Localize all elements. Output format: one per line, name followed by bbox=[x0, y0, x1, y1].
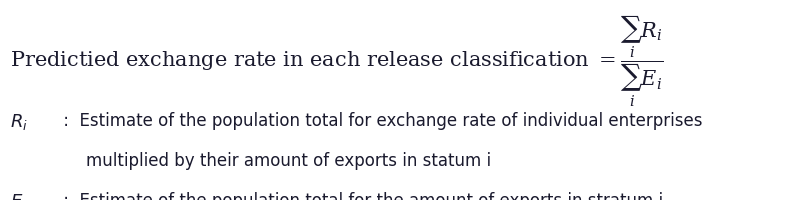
Text: $R_i$: $R_i$ bbox=[10, 112, 28, 132]
Text: multiplied by their amount of exports in statum i: multiplied by their amount of exports in… bbox=[86, 152, 491, 170]
Text: $E_i$: $E_i$ bbox=[10, 192, 27, 200]
Text: Predictied exchange rate in each release classification $= \dfrac{\sum_i R_i}{\s: Predictied exchange rate in each release… bbox=[10, 14, 664, 109]
Text: :  Estimate of the population total for exchange rate of individual enterprises: : Estimate of the population total for e… bbox=[58, 112, 702, 130]
Text: :  Estimate of the population total for the amount of exports in stratum i: : Estimate of the population total for t… bbox=[58, 192, 662, 200]
